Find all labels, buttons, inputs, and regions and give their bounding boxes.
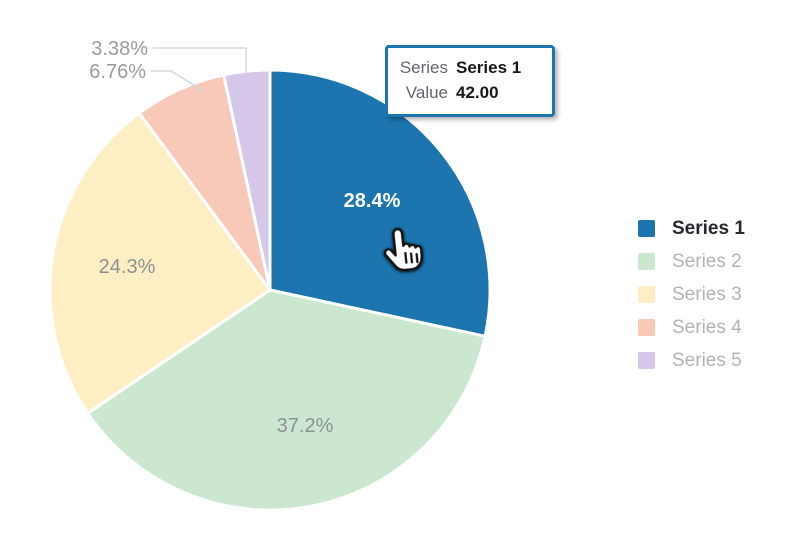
percent-label-series-1: 28.4% <box>344 190 401 212</box>
legend-swatch-icon <box>638 286 655 303</box>
pie-slice-series-2[interactable] <box>86 288 487 512</box>
legend-label: Series 4 <box>672 316 742 338</box>
pie-slice-series-3[interactable] <box>48 111 272 415</box>
tooltip-series-label: Series <box>399 58 448 77</box>
legend-label: Series 2 <box>672 250 742 272</box>
leader-line-series-5 <box>152 47 247 73</box>
legend-label: Series 1 <box>672 217 745 239</box>
percent-label-series-3: 24.3% <box>99 256 156 278</box>
legend-item-series-4[interactable]: Series 4 <box>638 311 745 344</box>
percent-label-series-4: 6.76% <box>89 61 146 83</box>
legend-item-series-5[interactable]: Series 5 <box>638 344 745 377</box>
legend-item-series-2[interactable]: Series 2 <box>638 245 745 278</box>
legend-swatch-icon <box>638 319 655 336</box>
legend-swatch-icon <box>638 220 655 237</box>
legend-swatch-icon <box>638 253 655 270</box>
tooltip-row-series: Series Series 1 <box>396 55 542 80</box>
legend-label: Series 3 <box>672 283 742 305</box>
leader-line-series-4 <box>151 70 206 93</box>
legend-swatch-icon <box>638 352 655 369</box>
legend-item-series-3[interactable]: Series 3 <box>638 278 745 311</box>
tooltip: Series Series 1 Value 42.00 <box>385 45 555 117</box>
legend-label: Series 5 <box>672 349 742 371</box>
legend: Series 1 Series 2 Series 3 Series 4 Series 5 <box>638 212 745 377</box>
tooltip-value-value: 42.00 <box>456 83 499 102</box>
legend-item-series-1[interactable]: Series 1 <box>638 212 745 245</box>
tooltip-row-value: Value 42.00 <box>396 80 542 105</box>
tooltip-value-label: Value <box>405 83 448 102</box>
pie-slice-series-1[interactable] <box>268 68 492 338</box>
percent-label-series-5: 3.38% <box>91 38 148 60</box>
tooltip-series-value: Series 1 <box>456 58 522 77</box>
percent-label-series-2: 37.2% <box>277 415 334 437</box>
